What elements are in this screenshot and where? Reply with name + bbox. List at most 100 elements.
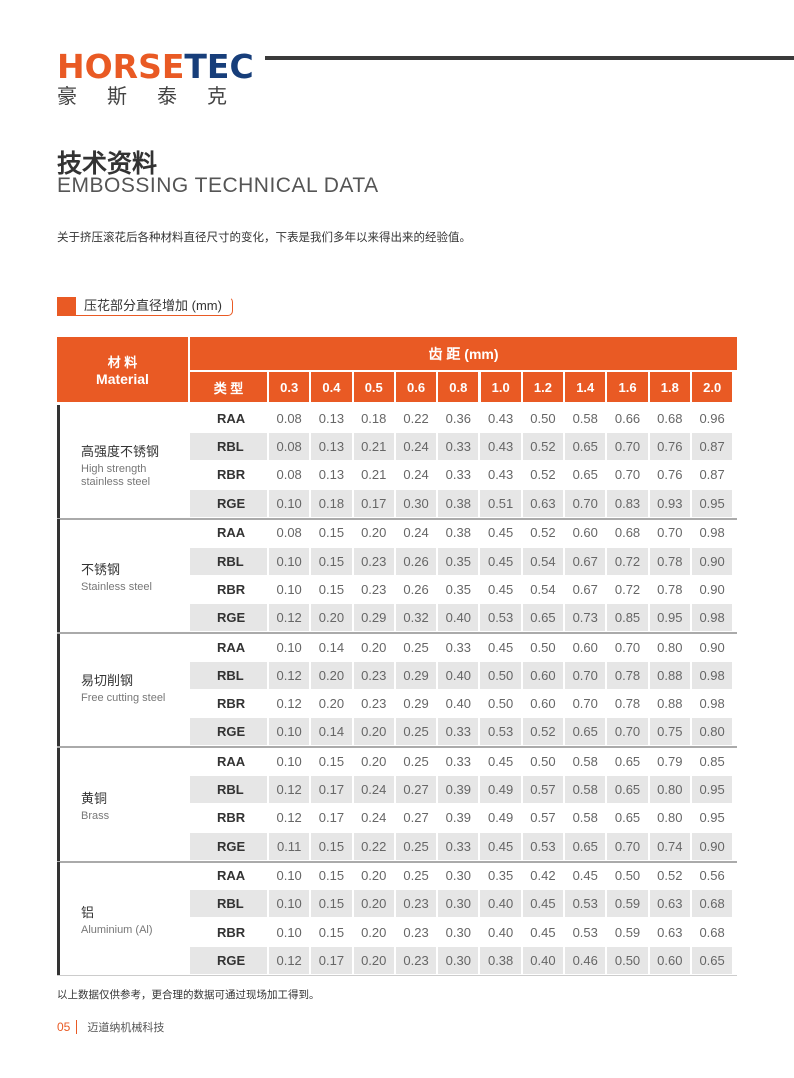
value-cell: 0.54 — [522, 547, 564, 575]
value-cell: 0.65 — [565, 718, 606, 746]
pitch-header-cell: 0.6 — [395, 372, 437, 402]
value-cell: 0.26 — [395, 547, 437, 575]
pitch-header-cell: 0.3 — [269, 372, 310, 402]
value-cell: 0.98 — [699, 696, 725, 711]
section-label: 压花部分直径增加 (mm) — [76, 297, 233, 316]
value-cell: 0.33 — [445, 639, 471, 655]
material-name-en: Aluminium (Al) — [81, 924, 153, 937]
type-cell: RBR — [217, 467, 246, 483]
value-cell: 0.10 — [269, 890, 310, 918]
type-cell: RAA — [217, 753, 246, 769]
value-cell: 0.12 — [269, 946, 310, 974]
value-cell: 0.33 — [438, 832, 479, 860]
material-header-cn: 材 料 — [107, 355, 138, 370]
value-cell: 0.95 — [649, 603, 690, 631]
value-cell: 0.53 — [480, 603, 521, 631]
table-row: RAA 0.08 0.13 0.18 0.22 0.36 0.43 0.50 0.58 0.66 0… — [190, 405, 734, 432]
value-cell: 0.21 — [353, 433, 394, 461]
value-cell: 0.63 — [657, 924, 683, 940]
value-cell: 0.52 — [522, 718, 564, 746]
value-cell: 0.40 — [438, 661, 479, 689]
value-cell: 0.10 — [269, 547, 310, 575]
material-group-label: 高强度不锈钢 High strength stainless steel — [57, 405, 187, 518]
value-cell: 0.70 — [572, 696, 598, 711]
value-cell: 0.75 — [649, 718, 690, 746]
value-cell: 0.30 — [395, 489, 437, 517]
value-cell: 0.33 — [438, 433, 479, 461]
type-cell: RGE — [190, 718, 267, 746]
value-cell: 0.20 — [353, 946, 394, 974]
value-cell: 0.17 — [311, 776, 352, 804]
material-group-label: 黄铜 Brass — [57, 747, 187, 861]
value-cell: 0.45 — [487, 525, 514, 541]
table-row: RBR 0.08 0.13 0.21 0.24 0.33 0.43 0.52 0.65 0.70 0… — [190, 461, 734, 488]
value-cell: 0.10 — [276, 753, 302, 769]
value-cell: 0.25 — [403, 639, 429, 655]
value-cell: 0.60 — [649, 946, 690, 974]
material-name-en: Brass — [81, 809, 110, 822]
value-cell: 0.70 — [614, 639, 641, 655]
value-cell: 0.70 — [565, 489, 606, 517]
value-cell: 0.50 — [530, 753, 556, 769]
value-cell: 0.18 — [311, 489, 352, 517]
value-cell: 0.21 — [361, 467, 387, 483]
material-name-cn: 易切削钢 — [81, 672, 134, 688]
type-cell: RBL — [190, 433, 267, 461]
value-cell: 0.08 — [276, 467, 302, 483]
value-cell: 0.29 — [353, 603, 394, 631]
value-cell: 0.24 — [395, 433, 437, 461]
value-cell: 0.15 — [318, 753, 345, 769]
value-cell: 0.87 — [691, 433, 733, 461]
value-cell: 0.40 — [480, 890, 521, 918]
value-cell: 0.68 — [691, 890, 733, 918]
value-cell: 0.35 — [487, 868, 514, 884]
value-cell: 0.20 — [361, 525, 387, 541]
type-header: 类 型 — [190, 372, 267, 402]
value-cell: 0.76 — [649, 433, 690, 461]
value-cell: 0.65 — [565, 433, 606, 461]
table-row: RBL 0.12 0.20 0.23 0.29 0.40 0.50 0.60 0.70 0.78 0… — [190, 661, 734, 689]
value-cell: 0.58 — [565, 776, 606, 804]
value-cell: 0.20 — [361, 924, 387, 940]
value-cell: 0.10 — [276, 924, 302, 940]
table-row: RGE 0.10 0.14 0.20 0.25 0.33 0.53 0.52 0.65 0.70 0… — [190, 718, 734, 746]
value-cell: 0.22 — [403, 411, 429, 426]
value-cell: 0.87 — [699, 467, 725, 483]
value-cell: 0.60 — [572, 525, 598, 541]
value-cell: 0.15 — [318, 868, 345, 884]
value-cell: 0.24 — [403, 525, 429, 541]
logo: HORSETEC 豪斯泰克 — [57, 50, 257, 110]
type-cell: RAA — [217, 525, 246, 541]
value-cell: 0.68 — [614, 525, 641, 541]
value-cell: 0.60 — [530, 696, 556, 711]
value-cell: 0.14 — [318, 639, 345, 655]
page-subtitle: EMBOSSING TECHNICAL DATA — [57, 174, 379, 197]
value-cell: 0.12 — [276, 810, 302, 826]
value-cell: 0.70 — [607, 832, 648, 860]
value-cell: 0.66 — [614, 411, 641, 426]
value-cell: 0.49 — [487, 810, 514, 826]
table-row: RBR 0.10 0.15 0.20 0.23 0.30 0.40 0.45 0.53 0.59 0… — [190, 919, 734, 946]
type-cell: RBR — [217, 810, 246, 826]
value-cell: 0.67 — [572, 581, 598, 597]
header-rule — [265, 56, 794, 60]
value-cell: 0.30 — [438, 946, 479, 974]
value-cell: 0.20 — [361, 753, 387, 769]
value-cell: 0.90 — [691, 547, 733, 575]
type-cell: RGE — [190, 946, 267, 974]
material-name-en: Free cutting steel — [81, 691, 166, 704]
type-cell: RBL — [190, 661, 267, 689]
value-cell: 0.74 — [649, 832, 690, 860]
value-cell: 0.40 — [487, 924, 514, 940]
type-cell: RGE — [190, 832, 267, 860]
value-cell: 0.24 — [361, 810, 387, 826]
value-cell: 0.73 — [565, 603, 606, 631]
value-cell: 0.52 — [530, 525, 556, 541]
value-cell: 0.53 — [480, 718, 521, 746]
section-heading: 压花部分直径增加 (mm) — [57, 296, 233, 317]
value-cell: 0.23 — [403, 924, 429, 940]
value-cell: 0.08 — [276, 411, 302, 426]
value-cell: 0.53 — [565, 890, 606, 918]
value-cell: 0.43 — [487, 467, 514, 483]
value-cell: 0.40 — [438, 603, 479, 631]
